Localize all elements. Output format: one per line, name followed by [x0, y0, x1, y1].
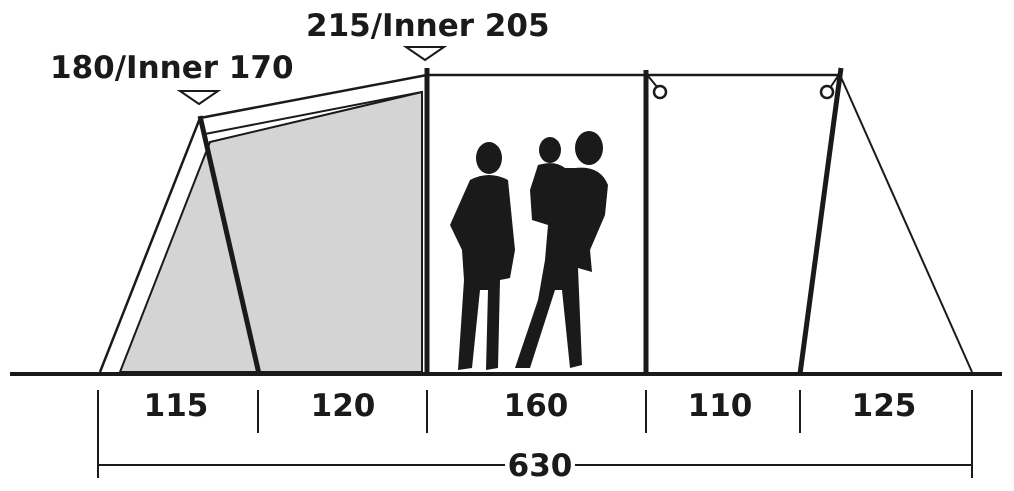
section-width-5: 125 [852, 388, 917, 424]
roof-inner-line [204, 91, 423, 135]
guy-line [839, 74, 973, 373]
ring-icon [819, 84, 835, 100]
front-height-label: 180/Inner 170 [50, 50, 294, 86]
ring-icon [652, 84, 668, 100]
front-pole [197, 115, 262, 375]
people-silhouette [450, 131, 608, 370]
section-width-1: 115 [144, 388, 209, 424]
total-length: 630 [508, 448, 573, 484]
inner-tent-area [118, 90, 423, 373]
front-height-marker [176, 90, 222, 106]
outer-front-edge [98, 117, 202, 373]
dimension-ticks [97, 390, 973, 478]
rear-height-marker [402, 46, 448, 62]
canopy-pole [797, 67, 844, 375]
roof-line [199, 73, 428, 120]
rear-height-label: 215/Inner 205 [306, 8, 550, 44]
section-width-4: 110 [688, 388, 753, 424]
section-width-3: 160 [504, 388, 569, 424]
section-width-2: 120 [311, 388, 376, 424]
